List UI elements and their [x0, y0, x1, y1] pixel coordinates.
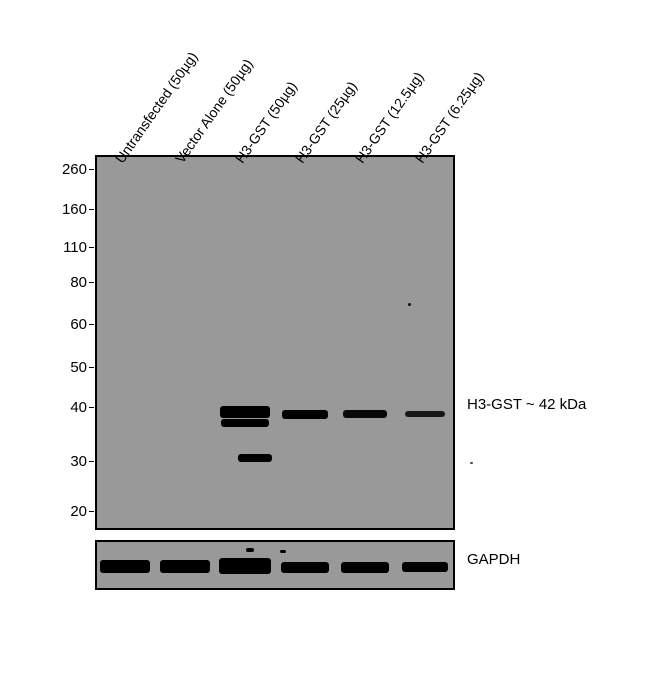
gapdh-band — [341, 562, 389, 573]
protein-band — [405, 411, 445, 417]
gapdh-band — [160, 560, 210, 573]
western-blot-figure: 260160110806050403020 Untransfected (50µ… — [0, 0, 650, 680]
mw-tick — [89, 461, 94, 462]
smudge — [246, 548, 254, 552]
mw-marker: 110 — [0, 239, 87, 256]
mw-tick — [89, 407, 94, 408]
mw-tick — [89, 367, 94, 368]
gapdh-band — [281, 562, 329, 573]
side-label: GAPDH — [467, 551, 520, 568]
lane-label: H3-GST (25µg) — [292, 78, 360, 166]
gapdh-band — [100, 560, 150, 573]
lane-label: H3-GST (50µg) — [232, 78, 300, 166]
mw-marker: 30 — [0, 453, 87, 470]
protein-band — [238, 454, 272, 462]
lane-label: H3-GST (6.25µg) — [412, 69, 487, 166]
mw-tick — [89, 209, 94, 210]
mw-tick — [89, 324, 94, 325]
protein-band — [408, 303, 411, 306]
mw-tick — [89, 511, 94, 512]
gapdh-band — [402, 562, 448, 572]
mw-marker: 80 — [0, 274, 87, 291]
main-blot-panel — [95, 155, 455, 530]
mw-tick — [89, 247, 94, 248]
mw-tick — [89, 169, 94, 170]
protein-band — [220, 406, 270, 418]
mw-marker: 260 — [0, 161, 87, 178]
mw-marker: 20 — [0, 503, 87, 520]
mw-tick — [89, 282, 94, 283]
mw-marker: 40 — [0, 399, 87, 416]
mw-marker: 60 — [0, 316, 87, 333]
side-label: H3-GST ~ 42 kDa — [467, 396, 586, 413]
smudge — [280, 550, 286, 553]
gapdh-band — [219, 558, 271, 574]
protein-band — [221, 419, 269, 427]
protein-band — [282, 410, 328, 419]
mw-marker: 50 — [0, 359, 87, 376]
mw-marker: 160 — [0, 201, 87, 218]
protein-band — [343, 410, 387, 418]
protein-band — [470, 462, 473, 464]
